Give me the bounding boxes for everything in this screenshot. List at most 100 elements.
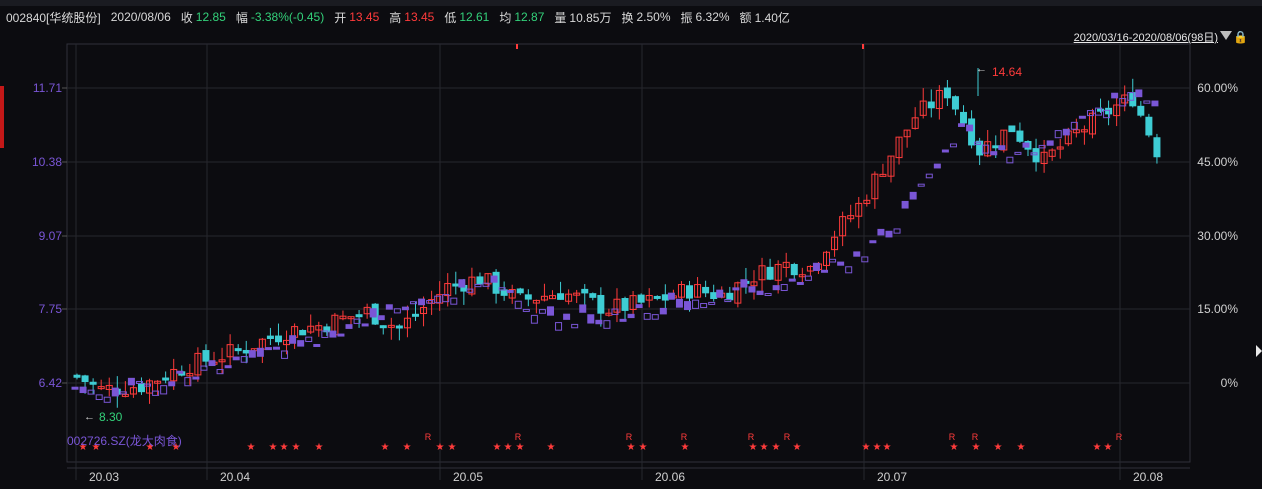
low-annotation: 8.30 xyxy=(99,410,123,424)
compare-candle xyxy=(974,141,982,145)
compare-candle xyxy=(474,283,482,288)
date-range-selector[interactable]: 2020/03/16-2020/08/06(98日) xyxy=(1073,32,1218,44)
dropdown-triangle-icon[interactable] xyxy=(1220,31,1232,40)
candle-body xyxy=(387,324,395,328)
avg-label: 均 xyxy=(499,10,512,25)
candle-body xyxy=(702,286,710,294)
event-star-icon: ★ xyxy=(772,442,781,453)
candle-body xyxy=(81,375,89,383)
event-star-icon: ★ xyxy=(92,442,101,453)
amplitude-value: 6.32% xyxy=(695,10,730,24)
candle-body xyxy=(274,335,282,343)
candle-body xyxy=(903,129,911,138)
compare-candle xyxy=(466,288,474,293)
compare-candle xyxy=(272,346,280,350)
compare-candle xyxy=(627,313,635,319)
top-event-tick xyxy=(516,44,518,49)
compare-candle xyxy=(990,151,998,156)
candle-body xyxy=(637,294,645,303)
compare-candle xyxy=(361,323,369,327)
compare-candle xyxy=(1086,110,1094,117)
compare-candle xyxy=(95,394,103,400)
stock-code-name[interactable]: 002840[华统股份] xyxy=(6,10,101,25)
candle-body xyxy=(992,145,1000,149)
candle-body xyxy=(677,284,685,298)
candle-body xyxy=(162,377,170,381)
open-value: 13.45 xyxy=(349,10,380,24)
y-right-tick-label: 60.00% xyxy=(1197,81,1238,95)
close-label: 收 xyxy=(180,10,193,25)
compare-candle xyxy=(700,303,708,309)
candle-body xyxy=(895,136,903,159)
compare-candle xyxy=(917,183,925,187)
compare-candle xyxy=(393,308,401,314)
candle-body xyxy=(734,282,742,304)
candle-body xyxy=(73,374,81,378)
toolbar-strip xyxy=(0,0,1262,6)
expand-right-arrow-icon[interactable] xyxy=(1256,345,1262,357)
high-label: 高 xyxy=(389,10,402,25)
close-value: 12.85 xyxy=(195,10,226,24)
candle-body xyxy=(976,140,984,156)
candle-body xyxy=(492,271,500,294)
candle-body xyxy=(121,393,129,397)
candle-body xyxy=(943,87,951,99)
compare-candle xyxy=(555,322,563,331)
candle-body xyxy=(315,325,323,331)
candle-body xyxy=(129,387,137,395)
candle-body xyxy=(1008,125,1016,133)
event-star-icon: ★ xyxy=(950,442,959,453)
candle-body xyxy=(919,100,927,116)
event-star-icon: ★ xyxy=(793,442,802,453)
low-value: 12.61 xyxy=(459,10,490,24)
compare-candle xyxy=(281,350,289,359)
event-star-icon: ★ xyxy=(1017,442,1026,453)
chart-frame xyxy=(66,43,1191,463)
compare-candle xyxy=(385,304,393,310)
lock-icon[interactable]: 🔒 xyxy=(1233,30,1248,44)
compare-candle xyxy=(135,380,143,384)
compare-candle xyxy=(458,279,466,288)
quote-date: 2020/08/06 xyxy=(110,10,171,24)
candle-body xyxy=(1072,129,1080,134)
compare-candle xyxy=(1078,115,1086,119)
compare-candle xyxy=(659,307,667,315)
compare-candle xyxy=(933,163,941,169)
event-star-icon: ★ xyxy=(146,442,155,453)
event-star-icon: ★ xyxy=(639,442,648,453)
compare-candle xyxy=(829,258,837,263)
compare-candle xyxy=(450,297,458,305)
candle-body xyxy=(839,216,847,237)
compare-candle xyxy=(708,301,716,305)
candle-body xyxy=(871,173,879,200)
compare-candle xyxy=(1103,109,1111,119)
candle-body xyxy=(790,263,798,276)
compare-candle xyxy=(208,360,216,367)
candle-body xyxy=(887,155,895,177)
compare-candle xyxy=(200,365,208,371)
event-r-marker: R xyxy=(681,432,688,442)
candle-body xyxy=(621,298,629,311)
candle-body xyxy=(645,294,653,301)
candle-body xyxy=(951,96,959,110)
compare-series-label: 002726.SZ(龙大肉食) xyxy=(67,434,182,448)
candle-body xyxy=(686,285,694,299)
compare-candle xyxy=(893,228,901,234)
compare-candle xyxy=(772,285,780,291)
candle-body xyxy=(613,298,621,313)
compare-candle xyxy=(119,391,127,395)
candle-body xyxy=(573,292,581,296)
compare-candle xyxy=(748,286,756,293)
compare-candle xyxy=(732,287,740,291)
high-value: 13.45 xyxy=(404,10,435,24)
compare-candle xyxy=(442,294,450,303)
x-tick-label: 20.05 xyxy=(453,470,483,484)
compare-candle xyxy=(1054,130,1062,139)
candle-body xyxy=(629,295,637,310)
compare-candle xyxy=(144,383,152,387)
compare-candle xyxy=(1006,156,1014,164)
compare-candle xyxy=(538,309,546,314)
candle-body xyxy=(1145,116,1153,136)
candle-body xyxy=(548,295,556,300)
